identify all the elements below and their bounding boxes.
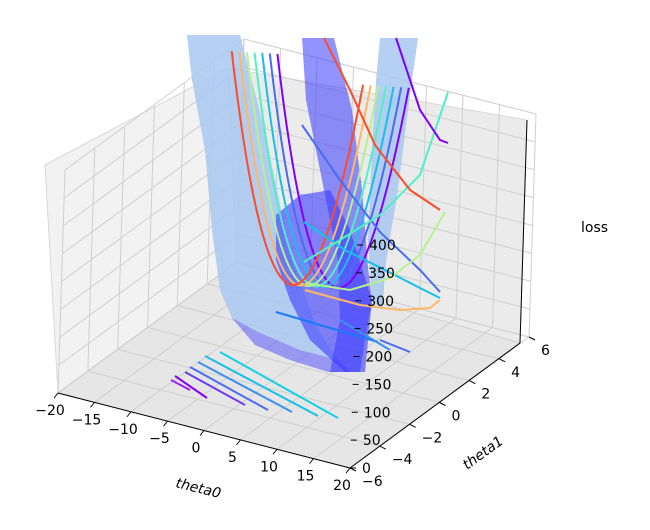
x-tick [272, 448, 278, 455]
z-tick-label: 400 [369, 238, 396, 254]
floor-contour-line [184, 371, 246, 406]
y-tick [498, 358, 506, 363]
x-tick [309, 458, 314, 464]
y-axis-label: theta1 [460, 433, 507, 473]
x-tick-label: 20 [333, 478, 351, 494]
z-tick-label: 200 [366, 350, 393, 366]
x-tick-label: 10 [260, 459, 278, 475]
right-wall-curve [305, 211, 446, 292]
y-tick [409, 423, 416, 428]
x-tick-label: −10 [108, 422, 138, 438]
y-tick-label: −6 [362, 474, 383, 490]
y-tick-label: 4 [511, 365, 520, 381]
x-axis-label: theta0 [174, 475, 223, 502]
floor-contour-line [174, 375, 208, 399]
y-tick-label: 2 [481, 387, 490, 403]
x-tick [126, 411, 132, 418]
y-tick-label: 6 [541, 343, 550, 359]
x-tick [163, 420, 168, 427]
x-tick [199, 430, 205, 436]
z-gridline [64, 38, 537, 171]
z-tick-label: 150 [365, 377, 392, 393]
x-tick-label: 15 [297, 469, 315, 485]
surface-trough [232, 318, 350, 372]
z-tick-label: 100 [364, 405, 391, 421]
left-wall-curve [230, 50, 365, 287]
y-tick-label: −2 [422, 430, 443, 446]
right-wall-curve [395, 37, 449, 144]
left-wall-curve [253, 52, 387, 288]
y-tick [439, 402, 446, 406]
floor-contour-line [204, 355, 319, 417]
floor-contour-line [339, 319, 391, 351]
floor-contour-line [197, 361, 293, 413]
y-tick [469, 380, 476, 385]
right-wall-curve [303, 91, 449, 263]
left-wall-curve [238, 51, 372, 287]
y-tick-label: −4 [392, 452, 413, 468]
x-tick-label: −5 [149, 431, 170, 447]
surface-back-sheet [187, 35, 338, 360]
right-wall-curve [301, 124, 441, 293]
z-tick-label: 300 [367, 294, 394, 310]
floor-contour-line [275, 311, 379, 343]
z-tick-label: 0 [362, 461, 371, 477]
floor-contour-line [189, 366, 269, 411]
z-axis-line [519, 119, 528, 344]
right-wall-curve [303, 221, 441, 299]
x-tick [53, 392, 59, 399]
y-tick [528, 336, 536, 341]
x-tick-label: 5 [228, 450, 237, 466]
right-wall-curve [304, 289, 441, 312]
y-axis-line [349, 342, 521, 469]
z-axis-label: loss [581, 220, 608, 236]
floor-contour-line [170, 379, 191, 391]
x-tick [345, 467, 351, 474]
x-tick [90, 402, 95, 408]
left-wall-curve [245, 51, 380, 287]
z-tick-label: 350 [368, 266, 395, 282]
x-tick-label: −15 [72, 412, 102, 428]
right-wall-curve [323, 37, 441, 211]
left-wall-curve [261, 52, 395, 288]
z-tick-label: 250 [366, 322, 393, 338]
z-tick-label: 50 [363, 433, 381, 449]
x-tick-label: −20 [35, 403, 65, 419]
x-tick [236, 439, 241, 446]
floor-contour-line [379, 339, 411, 353]
y-tick [379, 445, 387, 450]
floor-contour-line [219, 351, 339, 419]
y-tick-label: 0 [452, 409, 461, 425]
contour-curves [170, 37, 449, 419]
x-tick-label: 0 [192, 441, 201, 457]
